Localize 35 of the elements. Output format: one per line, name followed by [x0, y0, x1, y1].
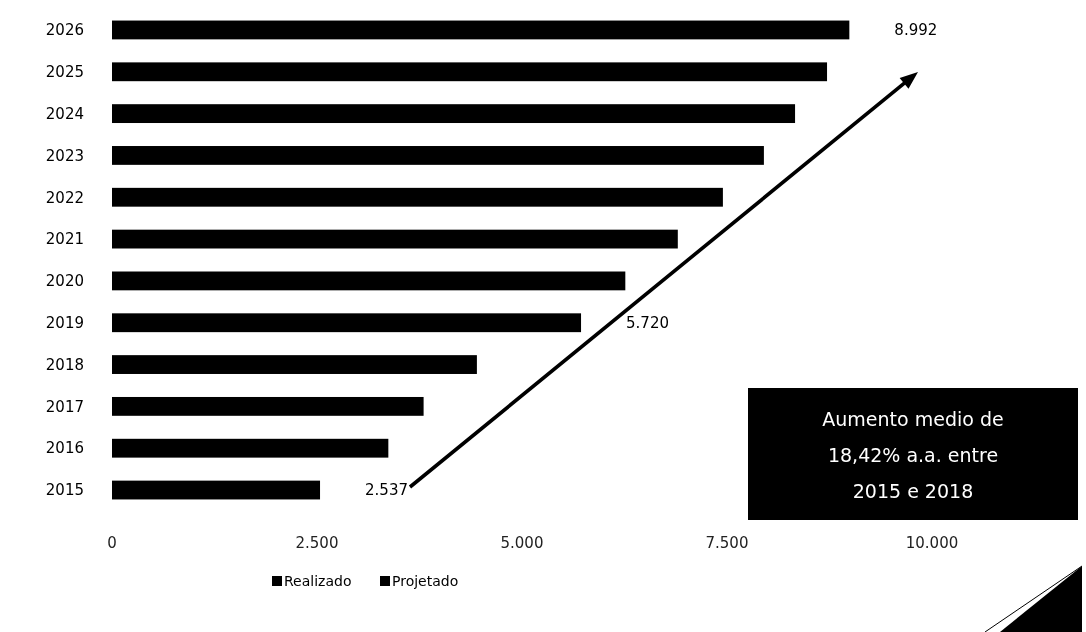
bar	[112, 396, 424, 416]
bar	[112, 104, 796, 124]
bar	[112, 355, 477, 374]
y-tick-label: 2016	[45, 439, 84, 458]
legend-label: Realizado	[284, 573, 352, 589]
bar	[112, 271, 626, 291]
data-label: 5.720	[626, 313, 669, 332]
bar	[112, 20, 850, 40]
x-tick-label: 7.500	[705, 534, 749, 552]
bar	[112, 438, 389, 458]
bar	[112, 480, 321, 500]
y-tick-label: 2025	[45, 63, 84, 82]
y-tick-label: 2019	[45, 313, 84, 332]
x-tick-label: 10.000	[905, 534, 959, 552]
bar	[112, 229, 678, 249]
bar	[112, 187, 723, 207]
y-tick-label: 2015	[45, 481, 84, 500]
y-tick-label: 2026	[45, 21, 84, 40]
bar	[112, 62, 828, 82]
y-tick-label: 2023	[45, 146, 84, 165]
data-label: 2.537	[365, 481, 408, 500]
y-tick-label: 2018	[45, 355, 84, 374]
bar	[112, 313, 582, 333]
x-tick-label: 0	[107, 534, 117, 552]
y-tick-label: 2024	[45, 104, 84, 123]
annotation: Aumento medio de 18,42% a.a. entre 2015 e 2018	[822, 408, 1004, 502]
data-label: 8.992	[894, 21, 938, 40]
bar	[112, 146, 764, 165]
y-tick-label: 2017	[45, 397, 84, 416]
x-tick-label: 5.000	[500, 534, 544, 552]
y-tick-label: 2021	[45, 230, 84, 249]
y-tick-label: 2022	[45, 188, 84, 207]
x-tick-label: 2.500	[295, 534, 339, 552]
y-tick-label: 2020	[45, 272, 84, 291]
legend-label: Projetado	[392, 573, 459, 589]
